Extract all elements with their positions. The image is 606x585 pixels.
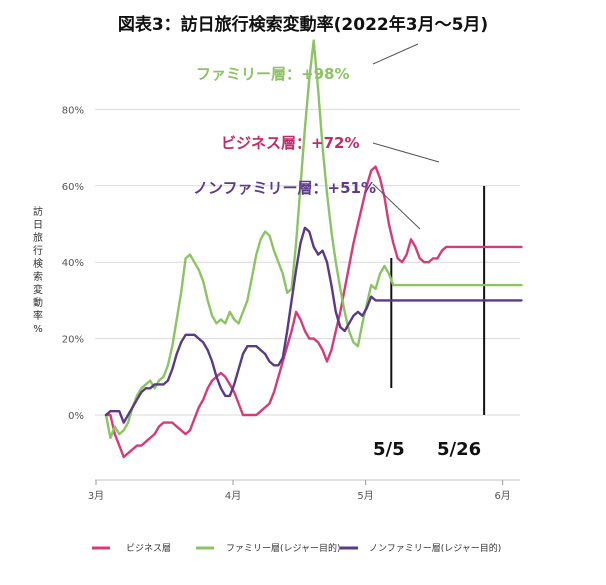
series-line-family [104, 39, 523, 440]
legend-item-family: ファミリー層(レジャー目的) [196, 542, 341, 554]
y-axis-label-group: 訪日旅行検索変動率% [33, 205, 43, 335]
annotation-business: ビジネス層：+72% [221, 134, 359, 152]
y-tick-label: 20% [62, 335, 84, 346]
series-lines [104, 39, 523, 459]
legend: ビジネス層 ファミリー層(レジャー目的) ノンファミリー層(レジャー目的) [92, 542, 501, 554]
x-tick-label: 4月 [225, 490, 241, 502]
legend-label-family: ファミリー層(レジャー目的) [226, 542, 341, 554]
annotation-nonfamily-leader [372, 183, 421, 230]
y-tick-label: 60% [62, 182, 84, 193]
x-tick-label: 6月 [494, 490, 510, 502]
x-tick-label: 5月 [357, 490, 373, 502]
grid [95, 108, 520, 416]
legend-label-business: ビジネス層 [126, 543, 171, 554]
event-labels: 5/5 5/26 [373, 439, 481, 460]
annotation-family-leader [372, 43, 419, 65]
y-tick-label: 0% [68, 411, 84, 422]
event-label-5-26: 5/26 [437, 439, 481, 460]
annotation-nonfamily: ノンファミリー層：+51% [193, 179, 376, 197]
legend-item-business: ビジネス層 [92, 543, 171, 554]
annotations: ファミリー層：+98% ビジネス層：+72% ノンファミリー層：+51% [193, 43, 440, 230]
event-label-5-5: 5/5 [373, 439, 405, 460]
y-tick-label: 40% [62, 258, 84, 269]
x-tick-label: 3月 [88, 490, 104, 502]
annotation-family: ファミリー層：+98% [196, 65, 349, 83]
legend-item-nonfamily: ノンファミリー層(レジャー目的) [340, 542, 501, 554]
y-axis-label: 訪日旅行検索変動率% [33, 205, 43, 335]
series-line-nonfamily [104, 226, 523, 424]
y-tick-label: 80% [62, 105, 84, 116]
annotation-business-leader [372, 142, 440, 163]
series-line-business [104, 165, 523, 459]
axes: 0% 20% 40% 60% 80% 3月 4月 5月 6月 [62, 105, 520, 502]
legend-label-nonfamily: ノンファミリー層(レジャー目的) [369, 542, 501, 554]
chart-title: 図表3：訪日旅行検索変動率(2022年3月～5月) [118, 14, 488, 35]
